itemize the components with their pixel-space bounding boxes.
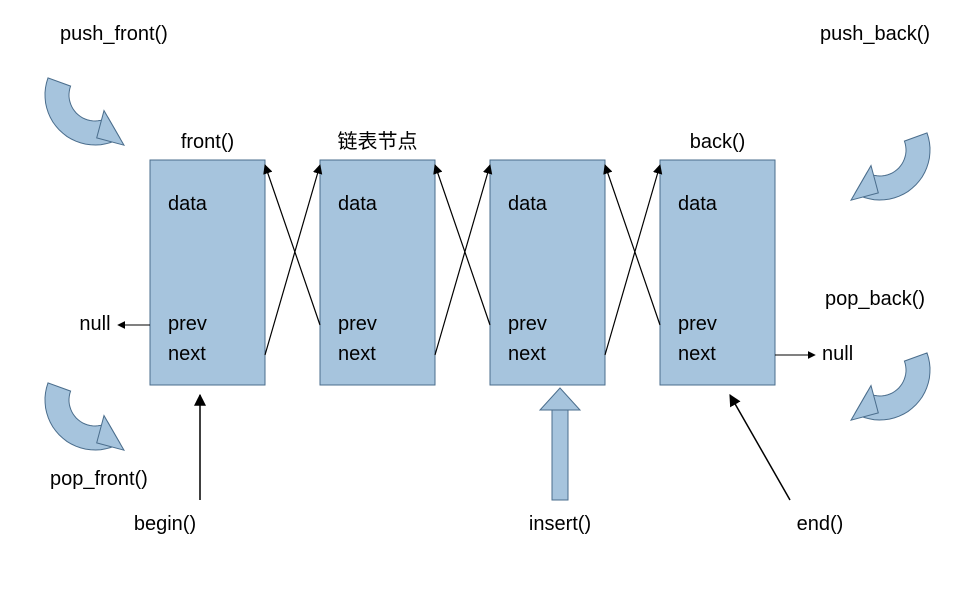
- pop-front-label: pop_front(): [50, 468, 148, 490]
- node-field: next: [678, 343, 716, 365]
- insert-arrow: [540, 388, 580, 500]
- prev-link: [605, 165, 660, 325]
- prev-link: [435, 165, 490, 325]
- node-3: back() data prev next: [660, 131, 775, 385]
- node-field: data: [338, 193, 378, 215]
- null-right: null: [822, 343, 853, 365]
- end-label: end(): [797, 513, 844, 535]
- node-field: next: [338, 343, 376, 365]
- next-link: [435, 165, 490, 355]
- node-field: prev: [338, 313, 377, 335]
- prev-link: [265, 165, 320, 325]
- node-2: data prev next: [490, 160, 605, 385]
- node-top-label-3: back(): [690, 131, 746, 153]
- end-arrow: [730, 395, 790, 500]
- node-1: 链表节点 data prev next: [320, 130, 435, 385]
- null-left: null: [79, 313, 110, 335]
- pop-back-label: pop_back(): [825, 288, 925, 310]
- node-field: next: [508, 343, 546, 365]
- push-front-label: push_front(): [60, 23, 168, 45]
- node-field: next: [168, 343, 206, 365]
- node-top-label-1: 链表节点: [338, 130, 418, 153]
- node-top-label-0: front(): [181, 131, 234, 153]
- linked-list-diagram: front() data prev next 链表节点 data prev next data p…: [0, 0, 978, 615]
- node-0: front() data prev next: [150, 131, 265, 385]
- node-field: prev: [678, 313, 717, 335]
- next-link: [605, 165, 660, 355]
- next-link: [265, 165, 320, 355]
- begin-label: begin(): [134, 513, 196, 535]
- node-field: prev: [168, 313, 207, 335]
- node-field: data: [168, 193, 208, 215]
- node-field: data: [678, 193, 718, 215]
- insert-label: insert(): [529, 513, 591, 535]
- node-field: data: [508, 193, 548, 215]
- node-field: prev: [508, 313, 547, 335]
- push-back-label: push_back(): [820, 23, 930, 45]
